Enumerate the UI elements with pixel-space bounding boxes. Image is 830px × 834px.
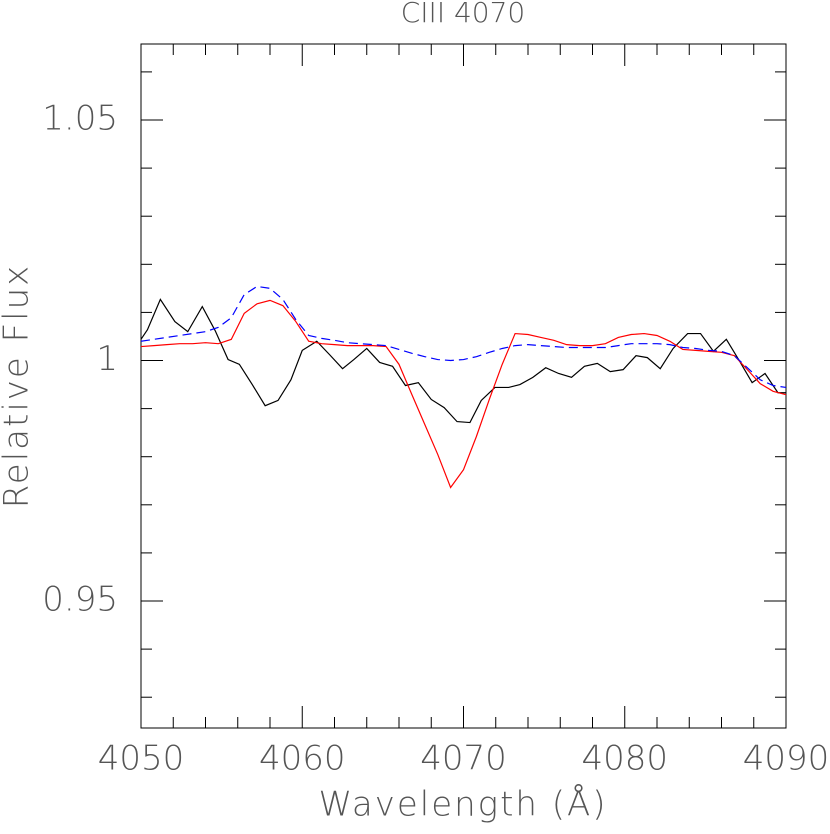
y-axis-label: Relative Flux	[0, 264, 37, 509]
y-tick-label: 0.95	[42, 580, 118, 620]
x-tick-label: 4060	[259, 739, 346, 779]
x-tick-label: 4080	[581, 739, 668, 779]
chart-title: CIII 4070	[401, 0, 525, 29]
series-line	[140, 299, 787, 489]
series-line	[140, 298, 786, 424]
y-tick-label: 1.05	[42, 99, 118, 139]
x-axis-label: Wavelength (Å)	[318, 785, 607, 825]
plot-frame	[140, 43, 787, 729]
y-tick-label: 1	[96, 339, 118, 379]
x-tick-label: 4070	[420, 739, 507, 779]
x-tick-label: 4090	[743, 739, 830, 779]
x-tick-label: 4050	[98, 739, 185, 779]
series-line	[140, 285, 787, 389]
